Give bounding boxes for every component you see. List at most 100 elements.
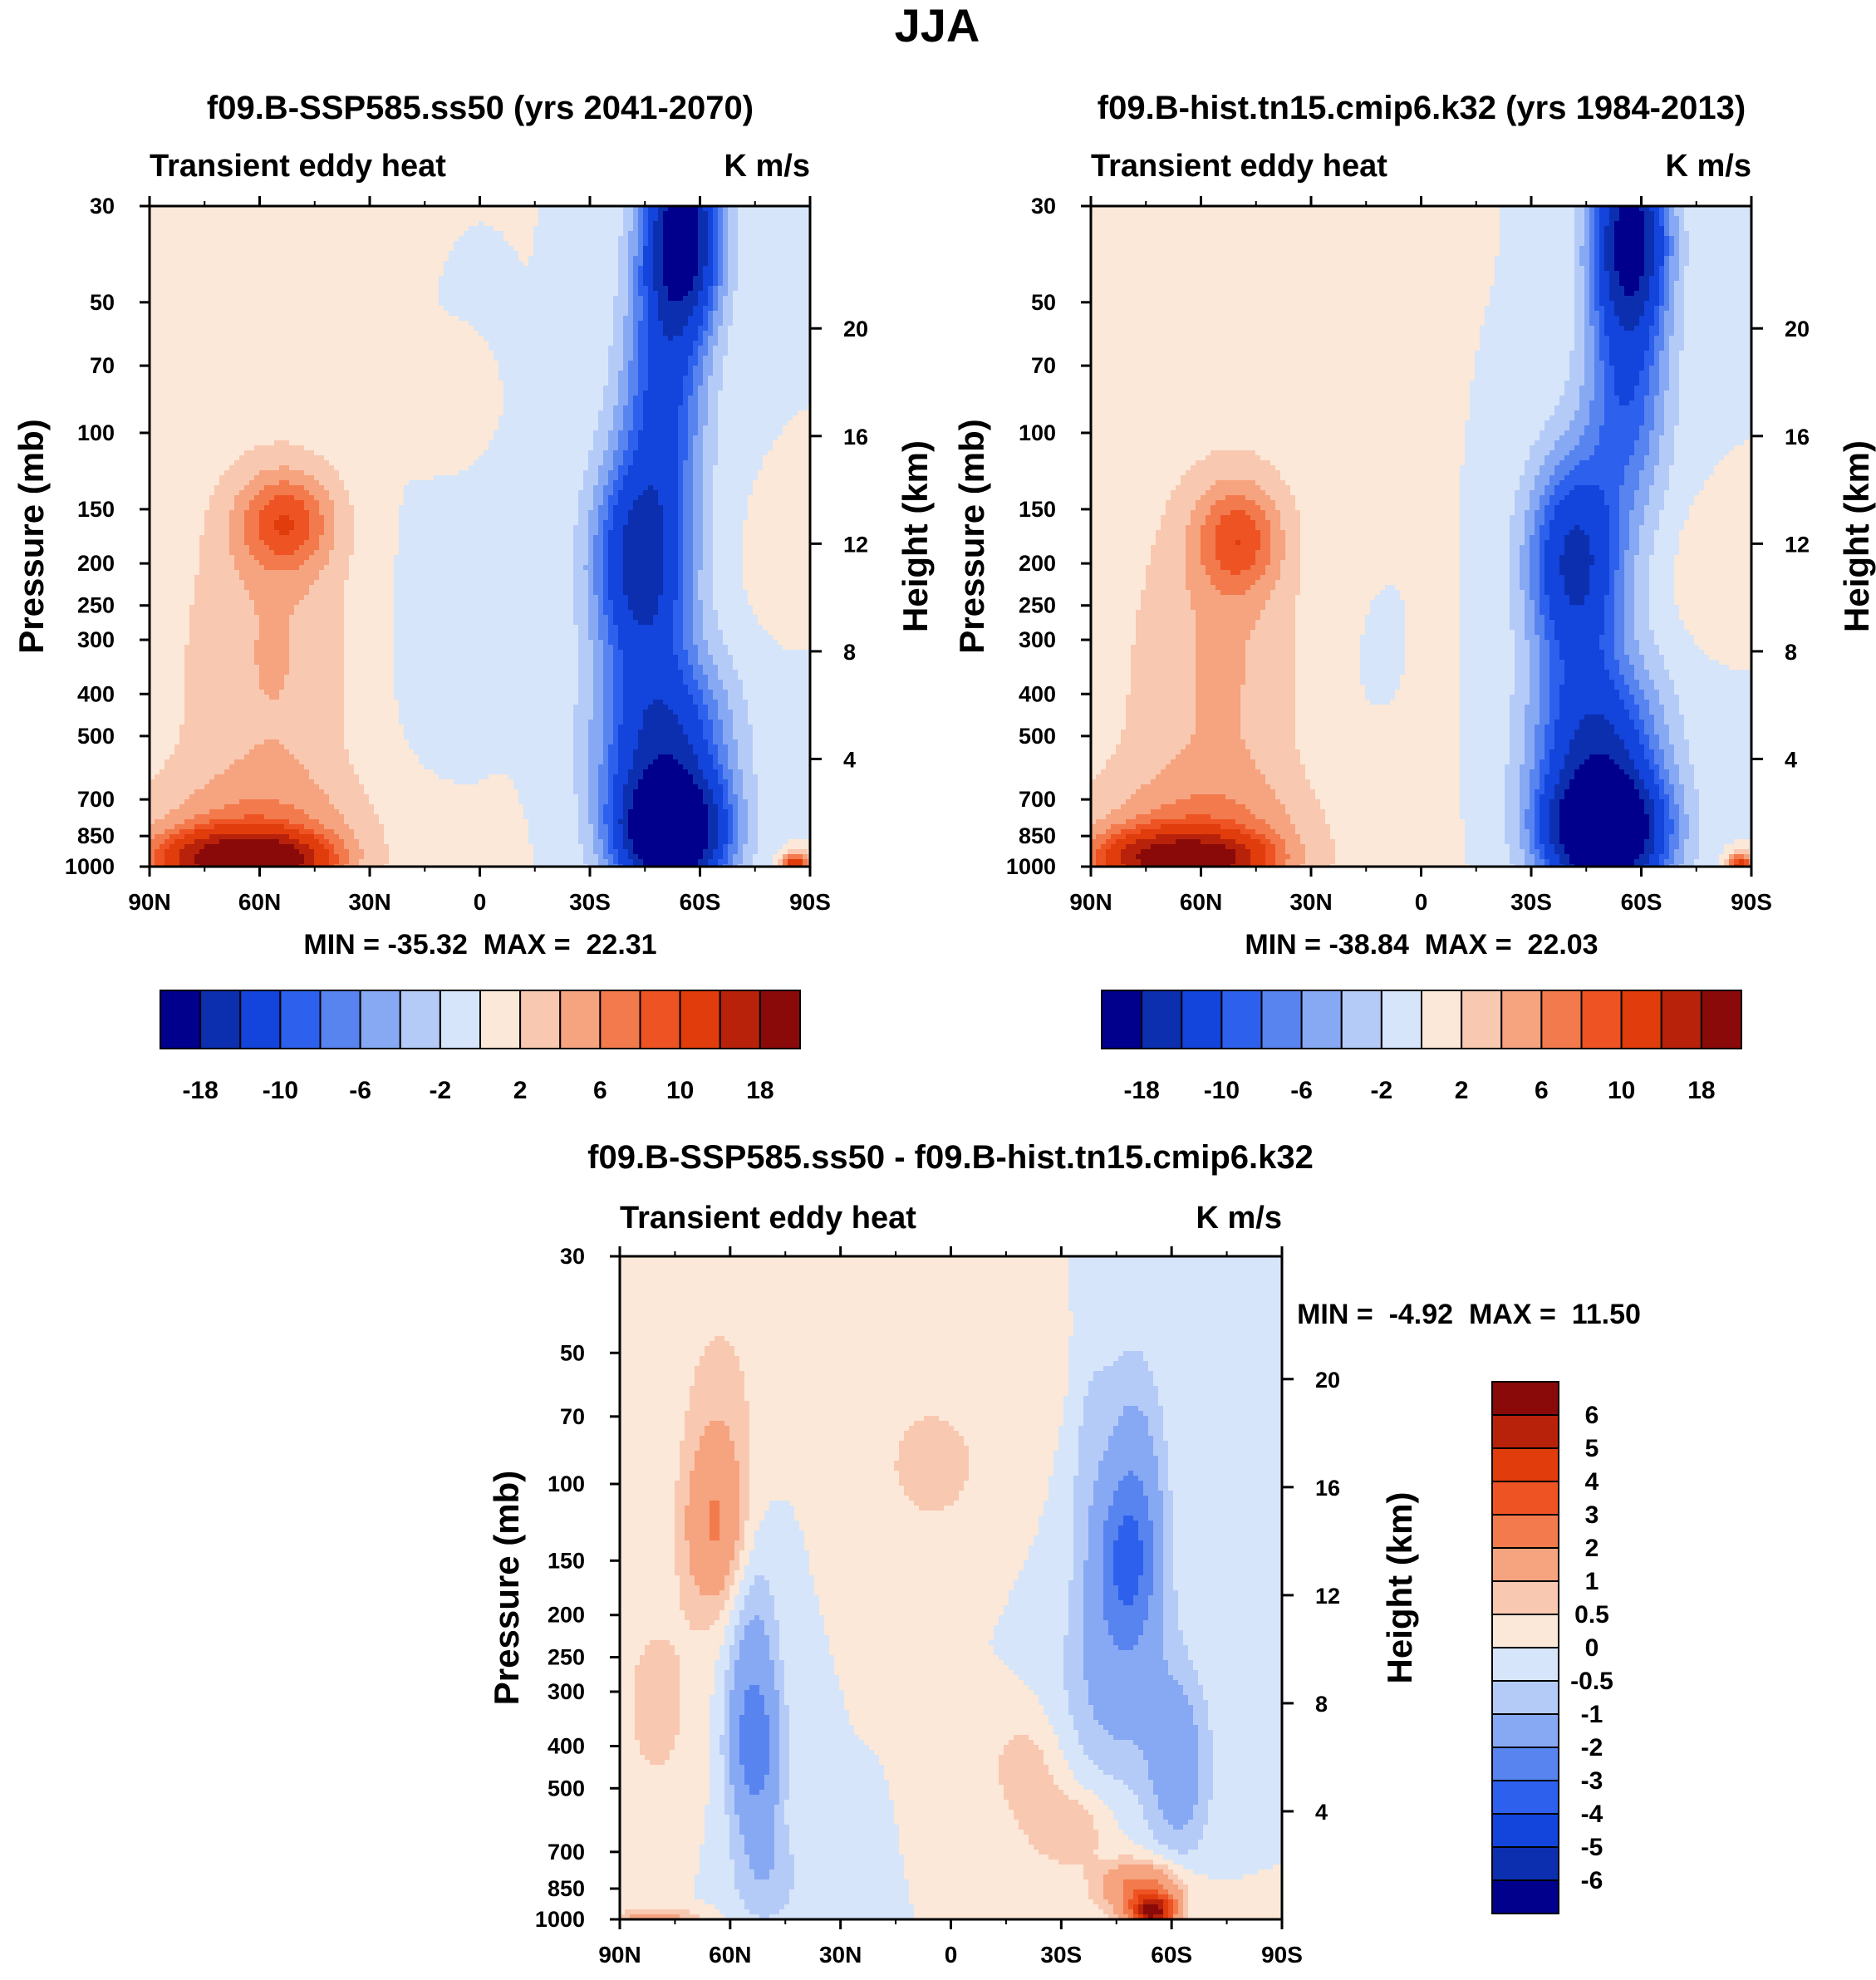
chart-1-ytick-label: 50 [90,290,115,315]
chart-2-colorbar-box [1221,990,1261,1049]
chart-2-colorbar-box [1662,990,1702,1049]
chart-3-colorbar-box [1492,1781,1559,1814]
chart-1-min-max: MIN = -35.32 MAX = 22.31 [303,929,656,961]
chart-1-xtick-label: 90N [128,889,170,915]
chart-2-colorbar-label: 2 [1455,1077,1469,1104]
chart-2-xtick-label: 60N [1180,889,1222,915]
chart-1-colorbar-box [680,990,720,1049]
chart-3-colorbar-box [1492,1814,1559,1847]
chart-3-colorbar-box [1492,1581,1559,1614]
chart-1-ytick-label: 100 [77,420,115,445]
chart-1-colorbar-label: -18 [182,1077,218,1104]
chart-2-colorbar-label: 18 [1687,1077,1715,1104]
chart-2-colorbar-label: -6 [1290,1077,1313,1104]
chart-2-height-tick-label: 4 [1785,747,1797,772]
chart-2-height-tick-label: 16 [1785,425,1810,450]
chart-1-height-tick-label: 12 [843,532,868,557]
chart-3-ytick-label: 30 [560,1244,585,1269]
chart-2-xtick-label: 60S [1621,889,1662,915]
chart-1-colorbar-box [520,990,560,1049]
chart-1-ytick-label: 1000 [65,854,115,879]
chart-1-xtick-label: 30N [348,889,390,915]
chart-1-colorbar-box [400,990,440,1049]
chart-3-ytick-label: 500 [548,1776,585,1801]
chart-2-colorbar-box [1702,990,1741,1049]
figure: JJA f09.B-SSP585.ss50 (yrs 2041-2070) Tra… [0,0,1876,1980]
chart-2-ytick-label: 50 [1031,290,1056,315]
chart-2-xtick-label: 30N [1289,889,1332,915]
chart-1-ytick-label: 850 [77,823,115,848]
chart-1-xtick-label: 0 [474,889,487,915]
chart-1-colorbar-box [600,990,640,1049]
chart-1-xtick-label: 90S [789,889,831,915]
chart-3-colorbar-label: -6 [1581,1867,1603,1894]
chart-3-xtick-label: 90S [1261,1942,1303,1968]
chart-2-colorbar-box [1622,990,1662,1049]
chart-2-ytick-label: 200 [1019,551,1056,576]
chart-2-colorbar-label: 6 [1535,1077,1549,1104]
chart-2-title: f09.B-hist.tn15.cmip6.k32 (yrs 1984-2013… [1098,90,1746,126]
chart-2-colorbar-box [1302,990,1342,1049]
chart-2-colorbar-label: 10 [1608,1077,1635,1104]
chart-2-left-string: Transient eddy heat [1091,149,1387,184]
chart-2-ytick-label: 100 [1019,420,1056,445]
chart-2-contour-field [1091,206,1752,867]
chart-3-height-tick-label: 12 [1315,1584,1340,1609]
chart-3-ytick-label: 700 [548,1840,585,1865]
chart-3-ytick-label: 200 [548,1603,585,1628]
chart-3-ylabel-right: Height (km) [1380,1492,1419,1684]
chart-2-xtick-label: 90N [1069,889,1112,915]
chart-2-colorbar-box [1582,990,1622,1049]
chart-2-ytick-label: 150 [1019,497,1056,522]
chart-2-colorbar-box [1142,990,1181,1049]
chart-2-ytick-label: 70 [1031,353,1056,378]
chart-1-colorbar-box [560,990,600,1049]
chart-3-contour-field [620,1256,1283,1920]
chart-3-ytick-label: 300 [548,1679,585,1704]
chart-1-colorbar-label: -6 [349,1077,371,1104]
chart-1-contour-field [150,206,811,867]
chart-3-colorbar-box [1492,1614,1559,1648]
chart-1-ytick-label: 700 [77,787,115,812]
chart-3-title: f09.B-SSP585.ss50 - f09.B-hist.tn15.cmip… [587,1139,1314,1176]
chart-3-colorbar-box [1492,1382,1559,1415]
chart-3-ytick-label: 100 [548,1471,585,1496]
chart-3-colorbar-label: 4 [1585,1468,1599,1496]
chart-2-colorbar-box [1262,990,1302,1049]
chart-1-title: f09.B-SSP585.ss50 (yrs 2041-2070) [207,90,754,126]
chart-3-xtick-label: 30N [819,1942,862,1968]
chart-1-colorbar-label: -10 [263,1077,298,1104]
chart-3-ytick-label: 400 [548,1733,585,1758]
chart-1-colorbar-label: -2 [430,1077,452,1104]
chart-1-left-string: Transient eddy heat [150,149,446,184]
chart-2-colorbar-box [1382,990,1422,1049]
chart-1-colorbar-box [480,990,520,1049]
chart-1-ytick-label: 500 [77,724,115,749]
chart-1-colorbar-box [321,990,361,1049]
chart-1-colorbar-label: 6 [593,1077,607,1104]
chart-3-height-tick-label: 4 [1315,1800,1328,1825]
chart-3-colorbar-box [1492,1880,1559,1914]
chart-2-ytick-label: 850 [1019,823,1056,848]
chart-1-units-string: K m/s [724,149,810,184]
chart-1-colorbar-box [280,990,320,1049]
chart-3-left-string: Transient eddy heat [620,1201,916,1236]
chart-1-xtick-label: 60N [238,889,281,915]
chart-2-colorbar-label: -2 [1371,1077,1393,1104]
chart-3-height-tick-label: 16 [1315,1476,1340,1501]
chart-3-colorbar-label: 2 [1585,1535,1599,1562]
chart-3-min-max: MIN = -4.92 MAX = 11.50 [1297,1299,1641,1330]
chart-3-xtick-label: 60N [709,1942,751,1968]
chart-2-ytick-label: 700 [1019,787,1056,812]
chart-3-xtick-label: 90N [598,1942,641,1968]
chart-1-colorbar-box [641,990,680,1049]
chart-3-xtick-label: 0 [945,1942,958,1968]
chart-1-ytick-label: 30 [90,194,115,219]
chart-2-colorbar-box [1541,990,1581,1049]
chart-1-ytick-label: 400 [77,681,115,706]
chart-3-height-tick-label: 20 [1315,1368,1340,1393]
figure-title: JJA [895,0,980,52]
chart-2-colorbar-label: -18 [1123,1077,1159,1104]
chart-1-colorbar-label: 18 [746,1077,773,1104]
chart-2-ytick-label: 30 [1031,194,1056,219]
